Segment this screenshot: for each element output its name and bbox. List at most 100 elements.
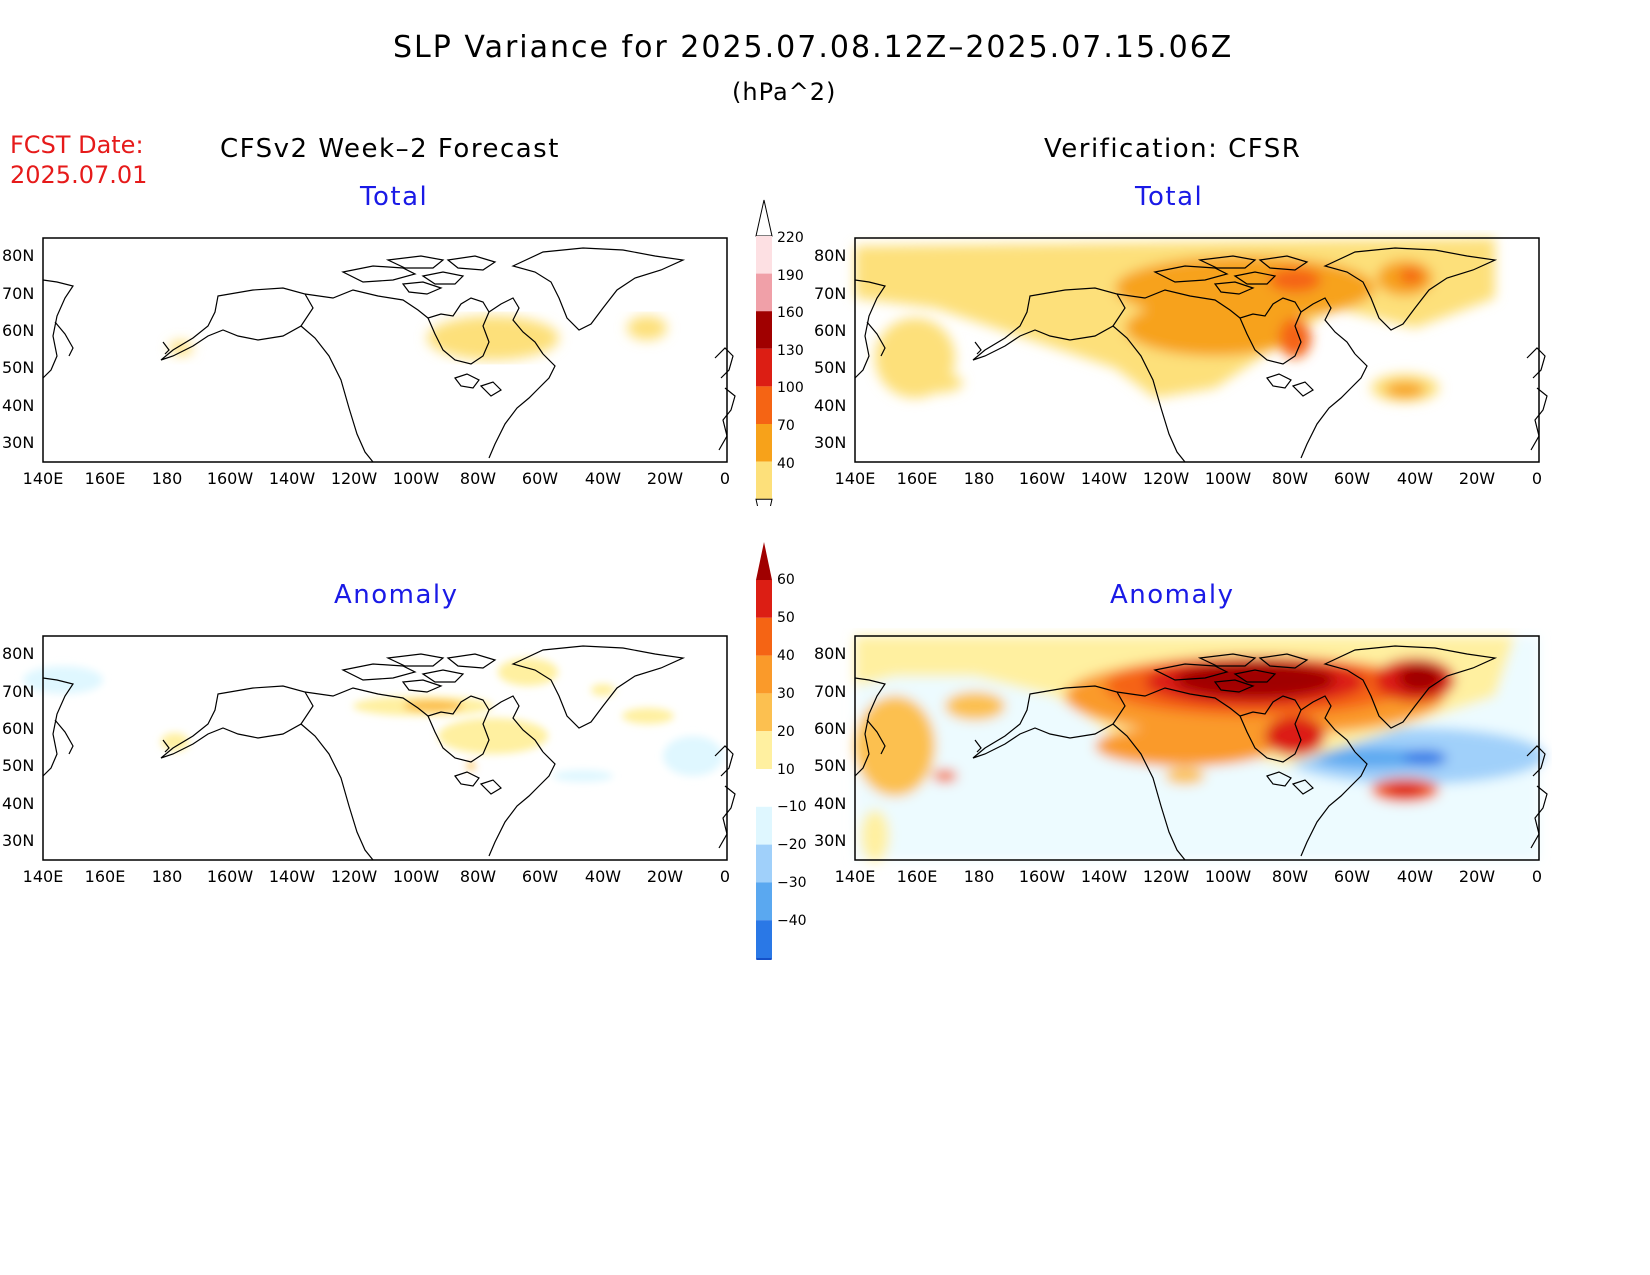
tick-label: 80W xyxy=(1272,867,1308,886)
colorbar-label: 190 xyxy=(777,268,804,284)
tick-label: 40W xyxy=(585,867,621,886)
tick-label: 40N xyxy=(2,396,34,415)
tick-label: 40N xyxy=(814,794,846,813)
lon-axis: 140E 160E 180 160W 140W 120W 100W 80W 60… xyxy=(23,469,730,488)
tick-label: 80W xyxy=(460,867,496,886)
tick-label: 60W xyxy=(522,867,558,886)
colorbar-total: 220 190 160 130 100 70 40 xyxy=(755,199,804,506)
colorbar-swatch xyxy=(756,348,772,387)
colorbar-swatch xyxy=(756,273,772,312)
tick-label: 140W xyxy=(1081,867,1128,886)
panel-label-verif-anomaly: Anomaly xyxy=(1110,580,1235,610)
colorbar-swatch xyxy=(756,769,772,807)
tick-label: 80W xyxy=(460,469,496,488)
tick-label: 160E xyxy=(897,469,938,488)
tick-label: 30N xyxy=(2,433,34,452)
tick-label: 100W xyxy=(393,867,440,886)
tick-label: 180 xyxy=(964,867,995,886)
tick-label: 140W xyxy=(269,469,316,488)
tick-label: 120W xyxy=(331,867,378,886)
colorbar-label: 30 xyxy=(777,686,795,702)
tick-label: 20W xyxy=(647,867,683,886)
panel-label-fcst-anomaly: Anomaly xyxy=(334,580,459,610)
tick-label: 70N xyxy=(2,682,34,701)
colorbar-extension xyxy=(755,498,773,506)
colorbar-total-blocks xyxy=(755,199,773,506)
colorbar-extension xyxy=(756,542,772,580)
colorbar-swatch xyxy=(756,311,772,349)
tick-label: 0 xyxy=(1532,469,1542,488)
map-forecast-total: 80N 70N 60N 50N 40N 30N 140E 160E 180 16… xyxy=(2,237,736,488)
tick-label: 140E xyxy=(835,867,876,886)
tick-label: 60N xyxy=(814,321,846,340)
map-verification-anomaly: 80N 70N 60N 50N 40N 30N 140E 160E 180 16… xyxy=(814,635,1548,886)
colorbar-swatch xyxy=(756,655,772,694)
tick-label: 160W xyxy=(207,867,254,886)
lon-axis: 140E 160E 180 160W 140W 120W 100W 80W 60… xyxy=(835,867,1542,886)
colorbar-extension xyxy=(756,958,772,960)
colorbar-swatch xyxy=(756,461,772,500)
tick-label: 140E xyxy=(23,469,64,488)
colorbar-label: 60 xyxy=(777,572,795,588)
tick-label: 0 xyxy=(720,867,730,886)
units-label: (hPa^2) xyxy=(732,78,837,106)
map-forecast-anomaly: 80N 70N 60N 50N 40N 30N 140E 160E 180 16… xyxy=(2,635,736,886)
tick-label: 50N xyxy=(814,358,846,377)
colorbar-label: −10 xyxy=(777,799,807,815)
tick-label: 40W xyxy=(1397,867,1433,886)
tick-label: 160W xyxy=(1019,469,1066,488)
tick-label: 40N xyxy=(2,794,34,813)
lon-axis: 140E 160E 180 160W 140W 120W 100W 80W 60… xyxy=(23,867,730,886)
colorbar-label: 220 xyxy=(777,230,804,246)
colorbar-swatch xyxy=(756,617,772,656)
colorbar-label: 100 xyxy=(777,380,804,396)
tick-label: 140E xyxy=(835,469,876,488)
tick-label: 60N xyxy=(2,719,34,738)
tick-label: 120W xyxy=(1143,469,1190,488)
forecast-column-title: CFSv2 Week–2 Forecast xyxy=(220,134,560,164)
tick-label: 30N xyxy=(2,831,34,850)
map-verification-total: 80N 70N 60N 50N 40N 30N 140E 160E 180 16… xyxy=(814,237,1548,488)
colorbar-label: 160 xyxy=(777,305,804,321)
lat-axis: 80N 70N 60N 50N 40N 30N xyxy=(814,246,846,452)
tick-label: 30N xyxy=(814,831,846,850)
tick-label: 60W xyxy=(522,469,558,488)
panel-label-fcst-total: Total xyxy=(360,182,429,212)
tick-label: 140E xyxy=(23,867,64,886)
tick-label: 60N xyxy=(814,719,846,738)
tick-label: 160W xyxy=(207,469,254,488)
tick-label: 160E xyxy=(897,867,938,886)
tick-label: 160E xyxy=(85,867,126,886)
tick-label: 60W xyxy=(1334,867,1370,886)
panel-label-verif-total: Total xyxy=(1135,182,1204,212)
colorbar-label: 40 xyxy=(777,456,795,472)
tick-label: 20W xyxy=(1459,867,1495,886)
tick-label: 70N xyxy=(2,284,34,303)
colorbar-swatch xyxy=(756,693,772,732)
chart-title: SLP Variance for 2025.07.08.12Z–2025.07.… xyxy=(393,30,1234,65)
colorbar-label: 10 xyxy=(777,762,795,778)
colorbar-swatch xyxy=(756,236,772,274)
colorbar-swatch xyxy=(756,386,772,424)
tick-label: 100W xyxy=(393,469,440,488)
lat-axis: 80N 70N 60N 50N 40N 30N xyxy=(2,246,34,452)
tick-label: 160W xyxy=(1019,867,1066,886)
colorbar-anomaly-blocks xyxy=(756,542,772,960)
tick-label: 120W xyxy=(331,469,378,488)
fcst-date-value: 2025.07.01 xyxy=(10,161,148,189)
tick-label: 80N xyxy=(2,246,34,265)
colorbar-swatch xyxy=(756,882,772,921)
tick-label: 60N xyxy=(2,321,34,340)
tick-label: 0 xyxy=(720,469,730,488)
colorbar-label: −20 xyxy=(777,837,807,853)
colorbar-swatch xyxy=(756,806,772,845)
colorbar-label: 50 xyxy=(777,610,795,626)
tick-label: 70N xyxy=(814,682,846,701)
tick-label: 140W xyxy=(1081,469,1128,488)
colorbar-label: 20 xyxy=(777,724,795,740)
tick-label: 40N xyxy=(814,396,846,415)
colorbar-label: 40 xyxy=(777,648,795,664)
tick-label: 140W xyxy=(269,867,316,886)
colorbar-swatch xyxy=(756,424,772,462)
tick-label: 70N xyxy=(814,284,846,303)
